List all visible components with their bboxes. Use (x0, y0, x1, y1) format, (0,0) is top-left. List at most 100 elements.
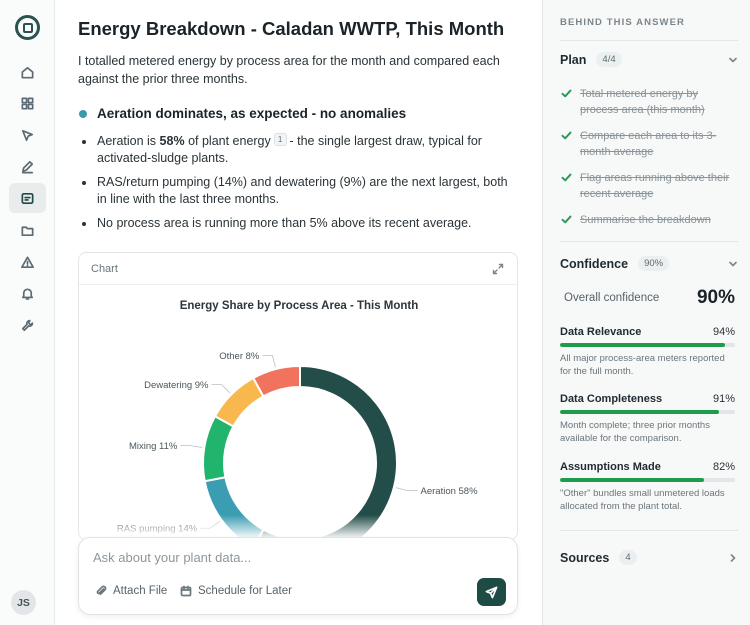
metric-bar-fill (560, 343, 725, 347)
divider (560, 241, 738, 242)
expand-icon[interactable] (491, 262, 505, 276)
panel-header: BEHIND THIS ANSWER (560, 17, 686, 28)
app-logo[interactable] (15, 15, 40, 40)
logo-mark (22, 22, 33, 33)
grid-icon[interactable] (9, 88, 46, 118)
cursor-arrow-icon[interactable] (9, 120, 46, 150)
folder-icon[interactable] (9, 215, 46, 245)
bullet-highlight: 58% (159, 134, 185, 148)
metric-bar (560, 478, 735, 482)
plan-step-text: Summarise the breakdown (580, 214, 711, 226)
chart-card-header: Chart (79, 253, 517, 285)
metric-bar (560, 343, 735, 347)
plan-steps: Total metered energy by process area (th… (560, 86, 738, 238)
chevron-down-icon (729, 261, 737, 266)
question-input[interactable] (93, 550, 473, 565)
bullet-aeration: Aeration is 58% of plant energy 1- the si… (78, 133, 518, 167)
slice-label: Aeration 58% (421, 486, 479, 497)
plan-count-badge: 4/4 (596, 52, 622, 67)
metric-bar (560, 410, 735, 414)
overall-confidence-value: 90% (696, 287, 735, 308)
plan-step: Total metered energy by process area (th… (560, 86, 738, 118)
finding-text: Aeration dominates, as expected - no ano… (97, 106, 407, 121)
bullet-text: - the single largest draw, typical for a… (97, 134, 482, 165)
check-icon (561, 215, 572, 224)
answer-view: Energy Breakdown - Caladan WWTP, This Mo… (56, 0, 542, 625)
schedule-later-label: Schedule for Later (198, 585, 292, 597)
calendar-icon (180, 585, 192, 597)
bullet-pumping: RAS/return pumping (14%) and dewatering … (78, 174, 518, 208)
chevron-down-icon (729, 57, 737, 62)
chart-title: Energy Share by Process Area - This Mont… (180, 300, 419, 312)
label-leader-line (262, 355, 276, 368)
slice-label: Dewatering 9% (144, 380, 209, 391)
metric-bar-fill (560, 410, 720, 414)
check-icon (561, 89, 572, 98)
divider (560, 530, 738, 531)
metric-note: All major process-area meters reported f… (560, 353, 725, 377)
overall-confidence-label: Overall confidence (564, 292, 660, 304)
confidence-badge: 90% (638, 256, 670, 271)
bell-icon[interactable] (9, 278, 46, 308)
home-icon[interactable] (9, 57, 46, 87)
chart-fade (79, 515, 517, 539)
chat-icon[interactable] (9, 183, 46, 213)
pencil-icon[interactable] (9, 151, 46, 181)
paperclip-icon (96, 585, 107, 596)
finding-heading: Aeration dominates, as expected - no ano… (78, 106, 406, 121)
sources-section-toggle[interactable]: Sources 4 (560, 550, 738, 565)
metric-name: Assumptions Made (560, 461, 661, 473)
plan-step: Flag areas running above their recent av… (560, 170, 738, 202)
plan-title: Plan (560, 52, 587, 67)
behind-answer-panel: BEHIND THIS ANSWER Plan 4/4 Total metere… (542, 0, 750, 625)
citation-badge[interactable]: 1 (273, 133, 287, 146)
plan-step-text: Compare each area to its 3-month average (580, 130, 717, 158)
sources-count-badge: 4 (619, 550, 637, 565)
plan-step: Summarise the breakdown (560, 212, 738, 228)
label-leader-line (180, 445, 203, 448)
sources-title: Sources (560, 550, 610, 565)
donut-slice-aeration[interactable] (253, 364, 398, 540)
confidence-title: Confidence (560, 256, 629, 271)
divider (560, 40, 738, 41)
energy-donut-chart: Energy Share by Process Area - This Mont… (117, 300, 479, 540)
metric-data-relevance: Data Relevance 94% All major process-area… (560, 326, 735, 378)
nav-rail: JS (0, 0, 55, 625)
confidence-section-toggle[interactable]: Confidence 90% (560, 256, 738, 271)
chart-card: Chart Energy Share by Process Area - Thi… (78, 252, 518, 540)
metric-value: 91% (712, 393, 735, 405)
finding-dot-icon (79, 109, 87, 118)
page-title: Energy Breakdown - Caladan WWTP, This Mo… (78, 18, 505, 39)
bullet-no-anomaly: No process area is running more than 5% … (78, 215, 518, 232)
metric-note: Month complete; three prior months avail… (560, 420, 710, 444)
metric-bar-fill (560, 478, 704, 482)
schedule-later-button[interactable]: Schedule for Later (180, 585, 292, 597)
chart-card-label: Chart (91, 262, 118, 275)
warning-triangle-icon[interactable] (9, 247, 46, 277)
wrench-icon[interactable] (9, 310, 46, 340)
metric-value: 82% (712, 461, 735, 473)
composer: Attach File Schedule for Later (78, 537, 518, 615)
send-button[interactable] (477, 578, 506, 606)
metric-data-completeness: Data Completeness 91% Month complete; thr… (560, 393, 735, 445)
plan-step-text: Total metered energy by process area (th… (580, 88, 705, 116)
plan-section-toggle[interactable]: Plan 4/4 (560, 52, 738, 67)
label-leader-line (395, 487, 418, 492)
attach-file-label: Attach File (113, 585, 168, 597)
bullet-text: Aeration is (97, 134, 157, 148)
check-icon (561, 173, 572, 182)
user-avatar[interactable]: JS (11, 590, 36, 615)
chevron-right-icon (730, 553, 736, 562)
metric-name: Data Completeness (560, 393, 663, 405)
send-icon (485, 586, 498, 598)
donut-slice-mixing[interactable] (202, 414, 235, 483)
slice-label: Mixing 11% (129, 441, 178, 452)
attach-file-button[interactable]: Attach File (95, 585, 167, 597)
plan-step-text: Flag areas running above their recent av… (580, 172, 730, 200)
check-icon (561, 131, 572, 140)
donut-slice-other[interactable] (251, 364, 301, 398)
metric-name: Data Relevance (560, 326, 642, 338)
slice-label: Other 8% (219, 351, 260, 362)
metric-assumptions-made: Assumptions Made 82% "Other" bundles smal… (560, 461, 735, 513)
finding-bullets: Aeration is 58% of plant energy 1- the si… (78, 133, 518, 239)
